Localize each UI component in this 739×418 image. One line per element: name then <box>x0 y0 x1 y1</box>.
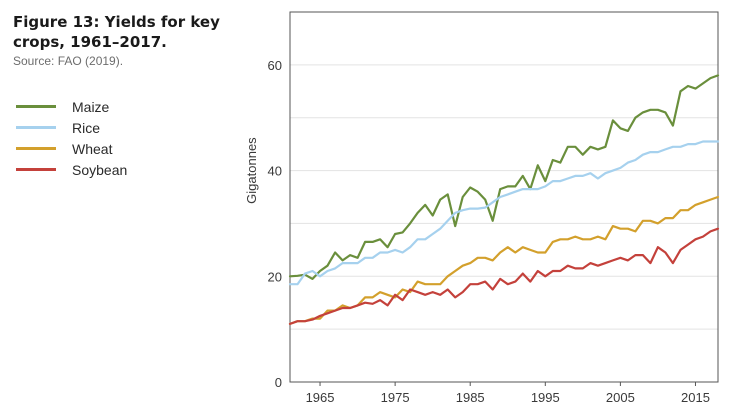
y-tick-label: 40 <box>268 164 282 179</box>
legend-item-maize: Maize <box>16 96 127 117</box>
series-lines <box>288 74 720 325</box>
x-tick-label: 1975 <box>381 390 410 405</box>
y-axis-title: Gigatonnes <box>244 137 259 204</box>
figure-title: Figure 13: Yields for key crops, 1961–20… <box>13 13 220 51</box>
x-tick-label: 2005 <box>606 390 635 405</box>
legend-item-soybean: Soybean <box>16 159 127 180</box>
figure-source: Source: FAO (2019). <box>13 54 124 68</box>
series-line-wheat <box>288 195 720 325</box>
series-line-soybean <box>288 227 720 325</box>
x-tick-label: 1985 <box>456 390 485 405</box>
y-tick-label: 60 <box>268 58 282 73</box>
legend: Maize Rice Wheat Soybean <box>16 96 127 180</box>
y-tick-label: 0 <box>275 375 282 390</box>
series-line-maize <box>288 74 720 280</box>
legend-label-soybean: Soybean <box>72 161 128 178</box>
y-tick-label: 20 <box>268 269 282 284</box>
legend-swatch-soybean <box>16 168 56 171</box>
legend-swatch-maize <box>16 105 56 108</box>
plot-frame <box>289 11 719 383</box>
x-tick-label: 1995 <box>531 390 560 405</box>
x-axis-ticks: 1965 1975 1985 1995 2005 2015 <box>306 382 710 405</box>
legend-label-wheat: Wheat <box>72 140 113 157</box>
y-axis-ticks: 0 20 40 60 <box>268 58 282 390</box>
legend-item-rice: Rice <box>16 117 127 138</box>
gridlines <box>290 64 718 330</box>
x-tick-label: 2015 <box>681 390 710 405</box>
legend-swatch-wheat <box>16 147 56 150</box>
series-line-rice <box>288 140 720 286</box>
figure-header: Figure 13: Yields for key crops, 1961–20… <box>13 12 233 68</box>
legend-swatch-rice <box>16 126 56 129</box>
legend-label-rice: Rice <box>72 119 101 136</box>
legend-label-maize: Maize <box>72 98 110 115</box>
x-tick-label: 1965 <box>306 390 335 405</box>
legend-item-wheat: Wheat <box>16 138 127 159</box>
